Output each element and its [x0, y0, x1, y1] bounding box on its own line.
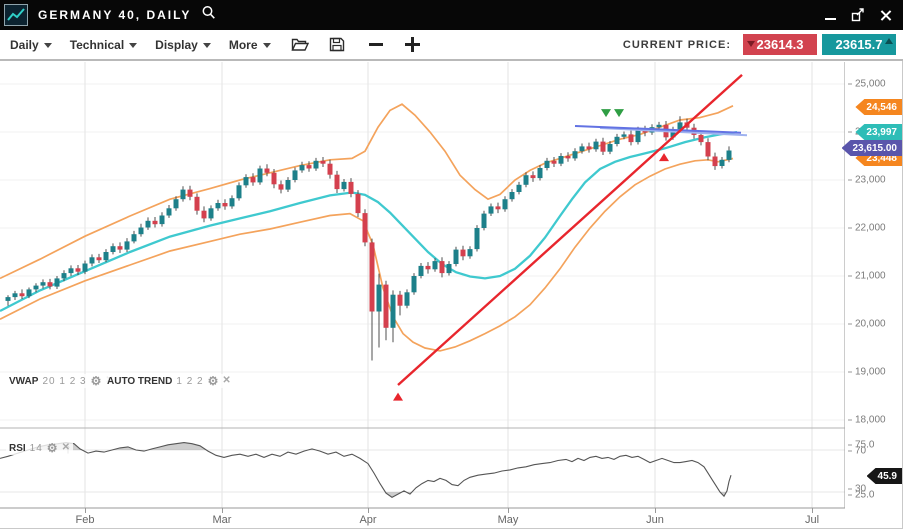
time-tick [222, 508, 223, 513]
zoom-in-icon[interactable] [404, 37, 420, 52]
price-axis: 25,00024,00023,00022,00021,00020,00019,0… [841, 0, 903, 529]
window-title: GERMANY 40, DAILY [38, 8, 192, 22]
main-chart[interactable]: ↑ [0, 0, 845, 529]
resistance-line [574, 125, 742, 134]
price-tag: 24,546 [855, 99, 902, 115]
rsi-threshold-fill [0, 442, 731, 450]
time-tick [368, 508, 369, 513]
rsi-legend-params: 14 [29, 442, 43, 454]
open-file-icon[interactable] [290, 37, 309, 52]
time-tick [508, 508, 509, 513]
rsi-legend: RSI 14 ⚙ ✕ [6, 441, 73, 455]
restore-button[interactable] [849, 6, 867, 24]
title-bar: GERMANY 40, DAILY [0, 0, 903, 30]
time-label: Mar [212, 514, 232, 526]
menu-more[interactable]: More [229, 38, 271, 52]
rsi-line [0, 442, 732, 498]
close-icon[interactable]: ✕ [61, 442, 70, 453]
time-label: Jun [646, 514, 664, 526]
axis-label: 23,000 [848, 175, 886, 186]
auto-trend-line [397, 74, 743, 386]
save-icon[interactable] [329, 37, 345, 52]
close-icon[interactable]: ✕ [222, 375, 231, 386]
time-axis: Feb Mar Apr May Jun Jul [0, 508, 845, 529]
price-down-icon [747, 41, 755, 47]
price-tag: 45.9 [866, 468, 902, 484]
gear-icon[interactable]: ⚙ [46, 441, 58, 455]
axis-label: 19,000 [848, 367, 886, 378]
window-controls [821, 6, 895, 24]
rsi-legend-label: RSI [9, 442, 26, 454]
gridlines [0, 62, 845, 508]
time-tick [812, 508, 813, 513]
auto-trend-legend-params: 1 2 2 [176, 375, 204, 387]
gear-icon[interactable]: ⚙ [90, 374, 102, 388]
chevron-down-icon [202, 43, 211, 48]
minimize-button[interactable] [821, 6, 839, 24]
buy-signal-marker-icon [393, 392, 403, 401]
menu-timeframe[interactable]: Daily [10, 38, 52, 52]
axis-label: 20,000 [848, 319, 886, 330]
chevron-down-icon [262, 43, 271, 48]
auto-trend-legend: AUTO TREND 1 2 2 ⚙ ✕ [104, 374, 234, 388]
axis-label: 25.0 [848, 490, 874, 501]
time-label: Jul [804, 514, 820, 526]
axis-label: 70 [848, 446, 866, 457]
candles [5, 116, 732, 361]
menu-technical[interactable]: Technical [70, 38, 138, 52]
sell-signal-marker-icon [601, 109, 611, 118]
gear-icon[interactable]: ⚙ [207, 374, 219, 388]
menu-display[interactable]: Display [155, 38, 211, 52]
bid-price-button[interactable]: 23614.3 [743, 34, 817, 55]
zoom-out-icon[interactable] [368, 43, 383, 46]
buy-signal-marker-icon [659, 153, 669, 162]
search-icon[interactable] [201, 5, 216, 25]
vwap-legend: VWAP 20 1 2 3 ⚙ ✕ [6, 374, 117, 388]
app-logo-icon [4, 4, 28, 26]
vwap-legend-params: 20 1 2 3 [42, 375, 87, 387]
chevron-down-icon [43, 43, 52, 48]
price-up-icon [885, 38, 893, 44]
time-label: Feb [75, 514, 95, 526]
time-label: Apr [359, 514, 377, 526]
time-tick [655, 508, 656, 513]
axis-label: 22,000 [848, 223, 886, 234]
auto-trend-legend-label: AUTO TREND [107, 375, 173, 387]
bollinger-upper-band [0, 103, 734, 280]
chevron-down-icon [129, 43, 138, 48]
axis-label: 25,000 [848, 79, 886, 90]
axis-label: 18,000 [848, 415, 886, 426]
vwap-legend-label: VWAP [9, 375, 39, 387]
price-tag: 23,997 [855, 124, 902, 140]
current-price-group: CURRENT PRICE: 23614.3 23615.7 [623, 34, 901, 55]
resistance-echo-line [599, 127, 748, 137]
price-tag: 23,615.00 [841, 140, 902, 156]
ask-price-button[interactable]: 23615.7 [822, 34, 896, 55]
bollinger-lower-band [0, 157, 734, 352]
current-price-label: CURRENT PRICE: [622, 38, 731, 51]
axis-label: 21,000 [848, 271, 886, 282]
sell-signal-marker-icon [614, 109, 624, 118]
vwap-line [0, 130, 738, 313]
toolbar: Daily Technical Display More CURRENT PRI… [0, 30, 903, 61]
time-label: May [497, 514, 519, 526]
time-tick [85, 508, 86, 513]
